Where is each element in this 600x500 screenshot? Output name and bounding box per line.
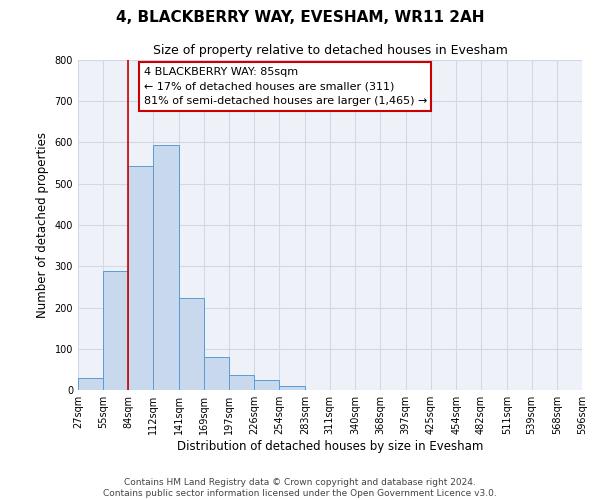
Text: Contains HM Land Registry data © Crown copyright and database right 2024.
Contai: Contains HM Land Registry data © Crown c… (103, 478, 497, 498)
Bar (103, 271, 128, 390)
Bar (229, 374, 254, 390)
Bar (204, 357, 229, 390)
Text: 4 BLACKBERRY WAY: 85sqm
← 17% of detached houses are smaller (311)
81% of semi-d: 4 BLACKBERRY WAY: 85sqm ← 17% of detache… (143, 66, 427, 106)
Bar (179, 298, 204, 390)
Bar (78, 378, 103, 390)
Title: Size of property relative to detached houses in Evesham: Size of property relative to detached ho… (152, 44, 508, 58)
Bar (153, 144, 179, 390)
Text: 4, BLACKBERRY WAY, EVESHAM, WR11 2AH: 4, BLACKBERRY WAY, EVESHAM, WR11 2AH (116, 10, 484, 25)
Bar (128, 166, 153, 390)
Bar (254, 380, 279, 390)
Bar (279, 386, 305, 390)
X-axis label: Distribution of detached houses by size in Evesham: Distribution of detached houses by size … (177, 440, 483, 453)
Y-axis label: Number of detached properties: Number of detached properties (36, 132, 49, 318)
